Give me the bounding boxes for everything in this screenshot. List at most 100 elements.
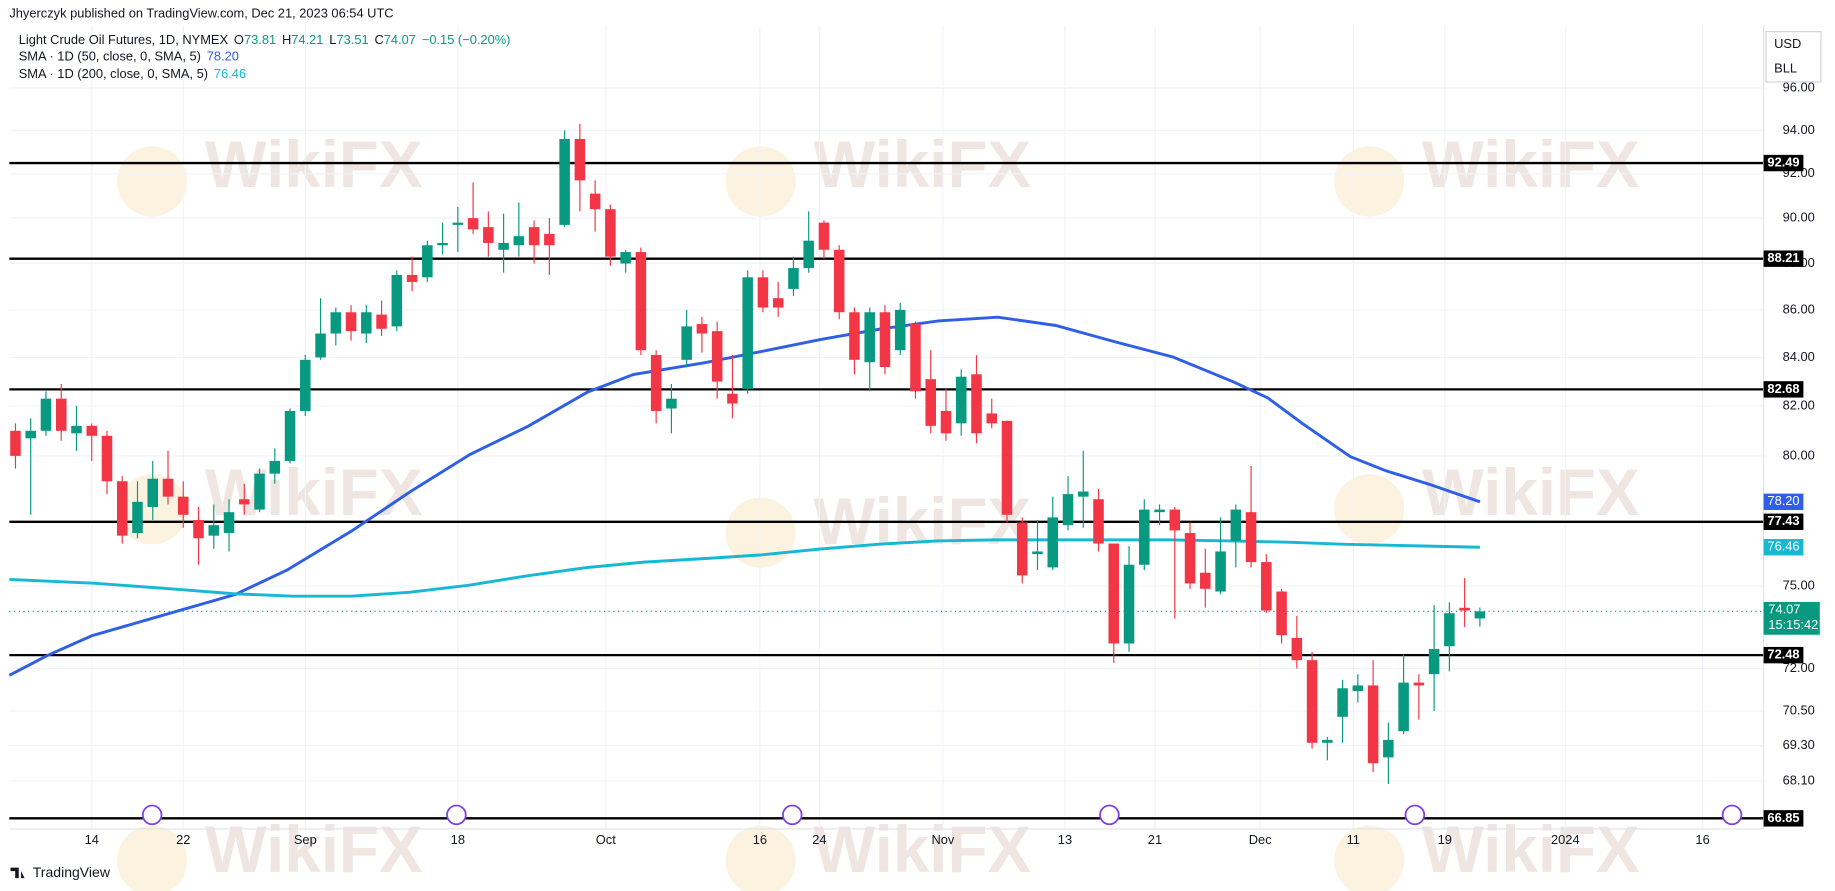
candle-body	[223, 512, 235, 534]
event-icon[interactable]	[1721, 804, 1743, 826]
candle-body	[467, 218, 479, 230]
candle-body	[1169, 509, 1181, 531]
candle-body	[1123, 564, 1135, 644]
y-tick-label: 90.00	[1783, 210, 1815, 225]
level-label-bg	[1763, 810, 1804, 827]
level-label: 72.48	[1767, 647, 1799, 662]
price-label: 78.20	[1767, 493, 1799, 508]
x-tick-label: 22	[176, 832, 190, 847]
candle-body	[681, 326, 692, 360]
candle-body	[1474, 611, 1486, 619]
x-tick-label: 14	[85, 832, 99, 847]
grid	[9, 25, 1764, 829]
candle-body	[40, 398, 52, 431]
level-label-bg	[1763, 646, 1804, 664]
event-icon[interactable]	[446, 804, 467, 826]
publisher: Jhyerczyk published on TradingView.com, …	[9, 5, 393, 20]
level-label-bg	[1763, 250, 1804, 267]
candle-body	[1306, 660, 1318, 743]
candle-body	[986, 413, 998, 424]
countdown: 15:15:42	[1768, 617, 1818, 632]
candle-body	[605, 209, 616, 257]
candle-body	[239, 499, 250, 505]
y-tick-label: 72.00	[1783, 660, 1815, 675]
y-tick-label: 69.30	[1783, 737, 1815, 752]
candle-body	[528, 227, 540, 246]
watermark: WikiFX	[205, 813, 423, 886]
candle-body	[666, 398, 677, 409]
candle-body	[452, 222, 464, 225]
legend-series-name: SMA · 1D (50, close, 0, SMA, 5)	[19, 49, 201, 64]
event-icon[interactable]	[1404, 804, 1426, 826]
event-icon[interactable]	[782, 804, 803, 826]
candle-body	[1108, 543, 1120, 644]
y-tick-label: 86.00	[1783, 301, 1815, 316]
x-tick-label: 18	[451, 832, 465, 847]
candle-body	[254, 473, 265, 510]
candle-body	[1016, 522, 1028, 576]
ohlc-value: 73.81	[244, 32, 276, 47]
currency: USD	[1774, 36, 1801, 51]
candle-body	[635, 252, 647, 351]
x-tick-label: 16	[1695, 832, 1709, 847]
y-tick-label: 82.00	[1783, 397, 1815, 412]
candle-body	[1459, 607, 1470, 611]
candle-body	[10, 430, 21, 456]
watermark: WikiFX	[1422, 813, 1640, 886]
ohlc-label: C	[374, 32, 383, 47]
candle-body	[940, 410, 952, 434]
y-tick-label: 68.10	[1783, 772, 1815, 787]
watermark: WikiFX	[813, 813, 1031, 886]
candle-body	[1367, 685, 1379, 764]
ohlc-value: 74.21	[291, 32, 323, 47]
candle-body	[574, 138, 586, 181]
legend-row: SMA · 1D (50, close, 0, SMA, 5) 78.20	[19, 49, 239, 64]
candle-body	[788, 268, 799, 289]
candle-body	[71, 425, 82, 434]
candle-body	[544, 233, 555, 246]
unit: BLL	[1774, 60, 1797, 75]
candle-body	[1276, 591, 1287, 636]
candle-body	[1245, 512, 1257, 563]
brand: TradingView	[33, 864, 111, 880]
watermark-logo	[725, 825, 796, 891]
candle-body	[879, 312, 891, 368]
legend-series-value: 78.20	[207, 49, 239, 64]
x-tick-label: Sep	[294, 832, 317, 847]
watermark-logo	[1334, 474, 1405, 545]
candle-body	[193, 519, 204, 539]
event-icon[interactable]	[1099, 804, 1120, 826]
candle-body	[315, 333, 326, 358]
ohlc-value: 73.51	[336, 32, 368, 47]
candle-body	[1093, 499, 1104, 544]
y-tick-label: 70.50	[1783, 702, 1815, 717]
candle-body	[1062, 494, 1074, 526]
last-price-label: 74.07	[1768, 602, 1800, 617]
currency-box[interactable]	[1765, 31, 1822, 83]
candle-body	[1047, 517, 1059, 568]
x-tick-label: 11	[1347, 832, 1360, 847]
candle-body	[330, 312, 342, 334]
x-tick-label: Dec	[1249, 832, 1272, 847]
candle-body	[620, 252, 631, 264]
candle-body	[391, 275, 403, 327]
event-icons	[141, 804, 1743, 826]
candle-body	[559, 138, 570, 225]
legend-row: SMA · 1D (200, close, 0, SMA, 5) 76.46	[19, 66, 246, 81]
level-label: 66.85	[1767, 810, 1799, 825]
watermark: WikiFX	[813, 128, 1031, 201]
change: −0.15 (−0.20%)	[422, 32, 511, 47]
x-tick-label: 13	[1058, 832, 1072, 847]
candle-body	[1078, 491, 1089, 497]
ohlc-value: 74.07	[384, 32, 416, 47]
candle-body	[894, 309, 906, 351]
candle-body	[1261, 562, 1272, 611]
candle-body	[116, 481, 128, 536]
level-label-bg	[1763, 154, 1804, 172]
legend: Light Crude Oil Futures, 1D, NYMEX O73.81…	[19, 32, 511, 81]
candle-body	[1444, 613, 1455, 647]
event-icon[interactable]	[141, 804, 163, 826]
y-tick-label: 96.00	[1783, 79, 1815, 94]
